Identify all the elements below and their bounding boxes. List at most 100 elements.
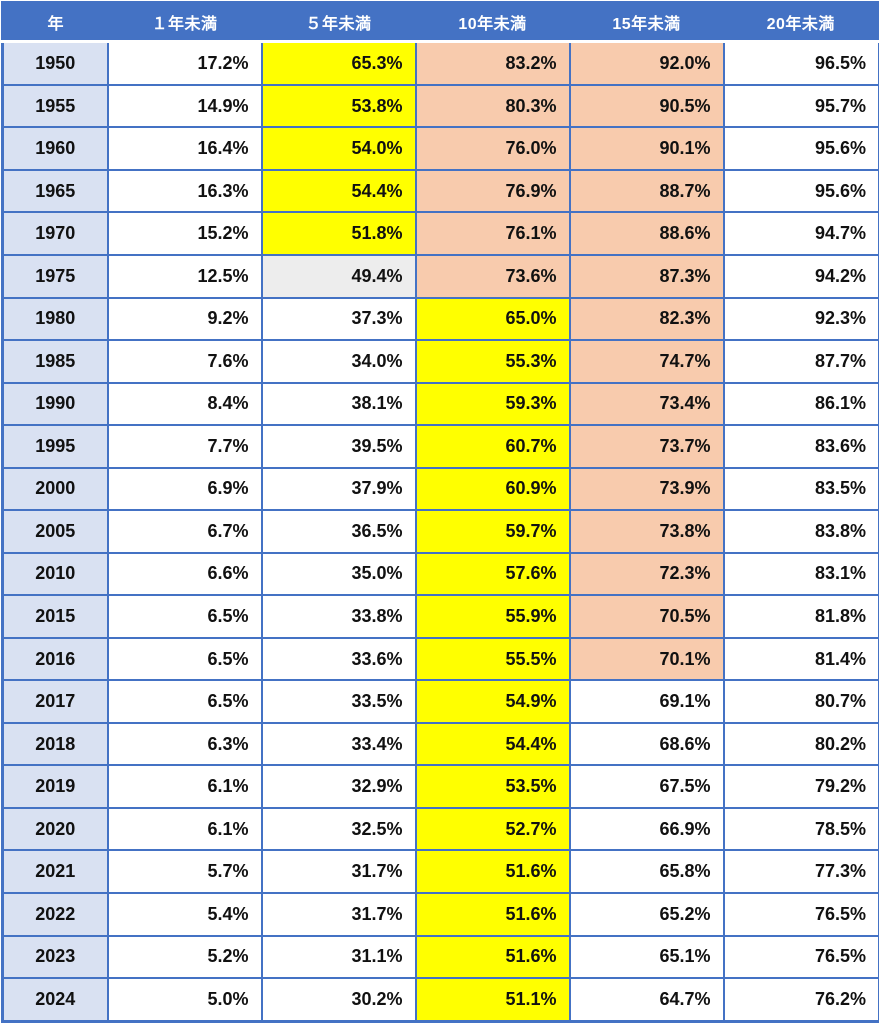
year-cell: 2024 [1,977,109,1023]
value-cell: 65.8% [568,849,725,894]
value-cell: 83.5% [722,466,879,512]
value-cell: 6.9% [106,466,263,512]
value-cell: 31.1% [260,934,417,980]
value-cell: 64.7% [568,977,725,1023]
header-under-1yr: １年未満 [107,2,262,43]
year-cell: 1975 [1,254,109,299]
value-cell: 59.7% [414,509,571,554]
year-cell: 1960 [1,126,109,171]
value-cell: 73.7% [568,424,725,469]
year-cell: 2019 [1,764,109,809]
value-cell: 35.0% [260,551,417,597]
value-cell: 54.9% [414,679,571,724]
value-cell: 33.8% [260,594,417,639]
value-cell: 32.9% [260,764,417,809]
value-cell: 94.7% [722,211,879,256]
table-row: 2005 6.7% 36.5% 59.7% 73.8% 83.8% [1,509,879,554]
year-cell: 1980 [1,296,109,342]
value-cell: 60.7% [414,424,571,469]
year-cell: 2022 [1,891,109,937]
value-cell: 38.1% [260,381,417,427]
value-cell: 68.6% [568,721,725,767]
value-cell: 33.4% [260,721,417,767]
value-cell: 95.6% [722,168,879,214]
value-cell: 5.0% [106,977,263,1023]
table-row: 1990 8.4% 38.1% 59.3% 73.4% 86.1% [1,381,879,427]
value-cell: 5.7% [106,849,263,894]
table-row: 2010 6.6% 35.0% 57.6% 72.3% 83.1% [1,551,879,597]
value-cell: 81.4% [722,636,879,682]
table-row: 1965 16.3% 54.4% 76.9% 88.7% 95.6% [1,168,879,214]
value-cell: 16.4% [106,126,263,171]
value-cell: 54.4% [414,721,571,767]
value-cell: 81.8% [722,594,879,639]
value-cell: 76.5% [722,891,879,937]
value-cell: 6.1% [106,764,263,809]
value-cell: 60.9% [414,466,571,512]
year-cell: 2000 [1,466,109,512]
value-cell: 9.2% [106,296,263,342]
value-cell: 83.1% [722,551,879,597]
value-cell: 36.5% [260,509,417,554]
header-under-10yr: 10年未満 [415,2,570,43]
value-cell: 76.1% [414,211,571,256]
value-cell: 65.2% [568,891,725,937]
value-cell: 67.5% [568,764,725,809]
value-cell: 76.5% [722,934,879,980]
value-cell: 80.3% [414,83,571,129]
value-cell: 51.6% [414,934,571,980]
value-cell: 16.3% [106,168,263,214]
table-row: 1985 7.6% 34.0% 55.3% 74.7% 87.7% [1,339,879,384]
header-under-20yr: 20年未満 [723,2,879,43]
value-cell: 88.7% [568,168,725,214]
header-year: 年 [2,2,108,43]
table-row: 1970 15.2% 51.8% 76.1% 88.6% 94.7% [1,211,879,256]
table-row: 2018 6.3% 33.4% 54.4% 68.6% 80.2% [1,721,879,767]
value-cell: 96.5% [722,40,879,86]
year-cell: 2018 [1,721,109,767]
value-cell: 66.9% [568,806,725,852]
value-cell: 55.5% [414,636,571,682]
value-cell: 31.7% [260,891,417,937]
value-cell: 6.3% [106,721,263,767]
value-cell: 95.6% [722,126,879,171]
year-cell: 1990 [1,381,109,427]
value-cell: 83.8% [722,509,879,554]
value-cell: 32.5% [260,806,417,852]
year-cell: 2015 [1,594,109,639]
value-cell: 76.9% [414,168,571,214]
value-cell: 49.4% [260,254,417,299]
value-cell: 54.0% [260,126,417,171]
table-row: 2017 6.5% 33.5% 54.9% 69.1% 80.7% [1,679,879,724]
value-cell: 83.2% [414,40,571,86]
table-row: 2020 6.1% 32.5% 52.7% 66.9% 78.5% [1,806,879,852]
value-cell: 54.4% [260,168,417,214]
value-cell: 76.0% [414,126,571,171]
value-cell: 73.8% [568,509,725,554]
value-cell: 53.5% [414,764,571,809]
header-under-5yr: ５年未満 [261,2,416,43]
value-cell: 70.5% [568,594,725,639]
value-cell: 51.6% [414,849,571,894]
value-cell: 87.3% [568,254,725,299]
year-cell: 2021 [1,849,109,894]
table-row: 1980 9.2% 37.3% 65.0% 82.3% 92.3% [1,296,879,342]
value-cell: 65.0% [414,296,571,342]
value-cell: 70.1% [568,636,725,682]
value-cell: 6.7% [106,509,263,554]
value-cell: 90.5% [568,83,725,129]
table-header: 年 １年未満 ５年未満 10年未満 15年未満 20年未満 [2,2,879,43]
table-row: 2019 6.1% 32.9% 53.5% 67.5% 79.2% [1,764,879,809]
value-cell: 5.2% [106,934,263,980]
value-cell: 94.2% [722,254,879,299]
value-cell: 15.2% [106,211,263,256]
value-cell: 83.6% [722,424,879,469]
value-cell: 6.5% [106,636,263,682]
value-cell: 69.1% [568,679,725,724]
value-cell: 30.2% [260,977,417,1023]
table-row: 2024 5.0% 30.2% 51.1% 64.7% 76.2% [1,977,879,1023]
value-cell: 7.7% [106,424,263,469]
value-cell: 95.7% [722,83,879,129]
table-row: 1950 17.2% 65.3% 83.2% 92.0% 96.5% [1,40,879,86]
value-cell: 39.5% [260,424,417,469]
